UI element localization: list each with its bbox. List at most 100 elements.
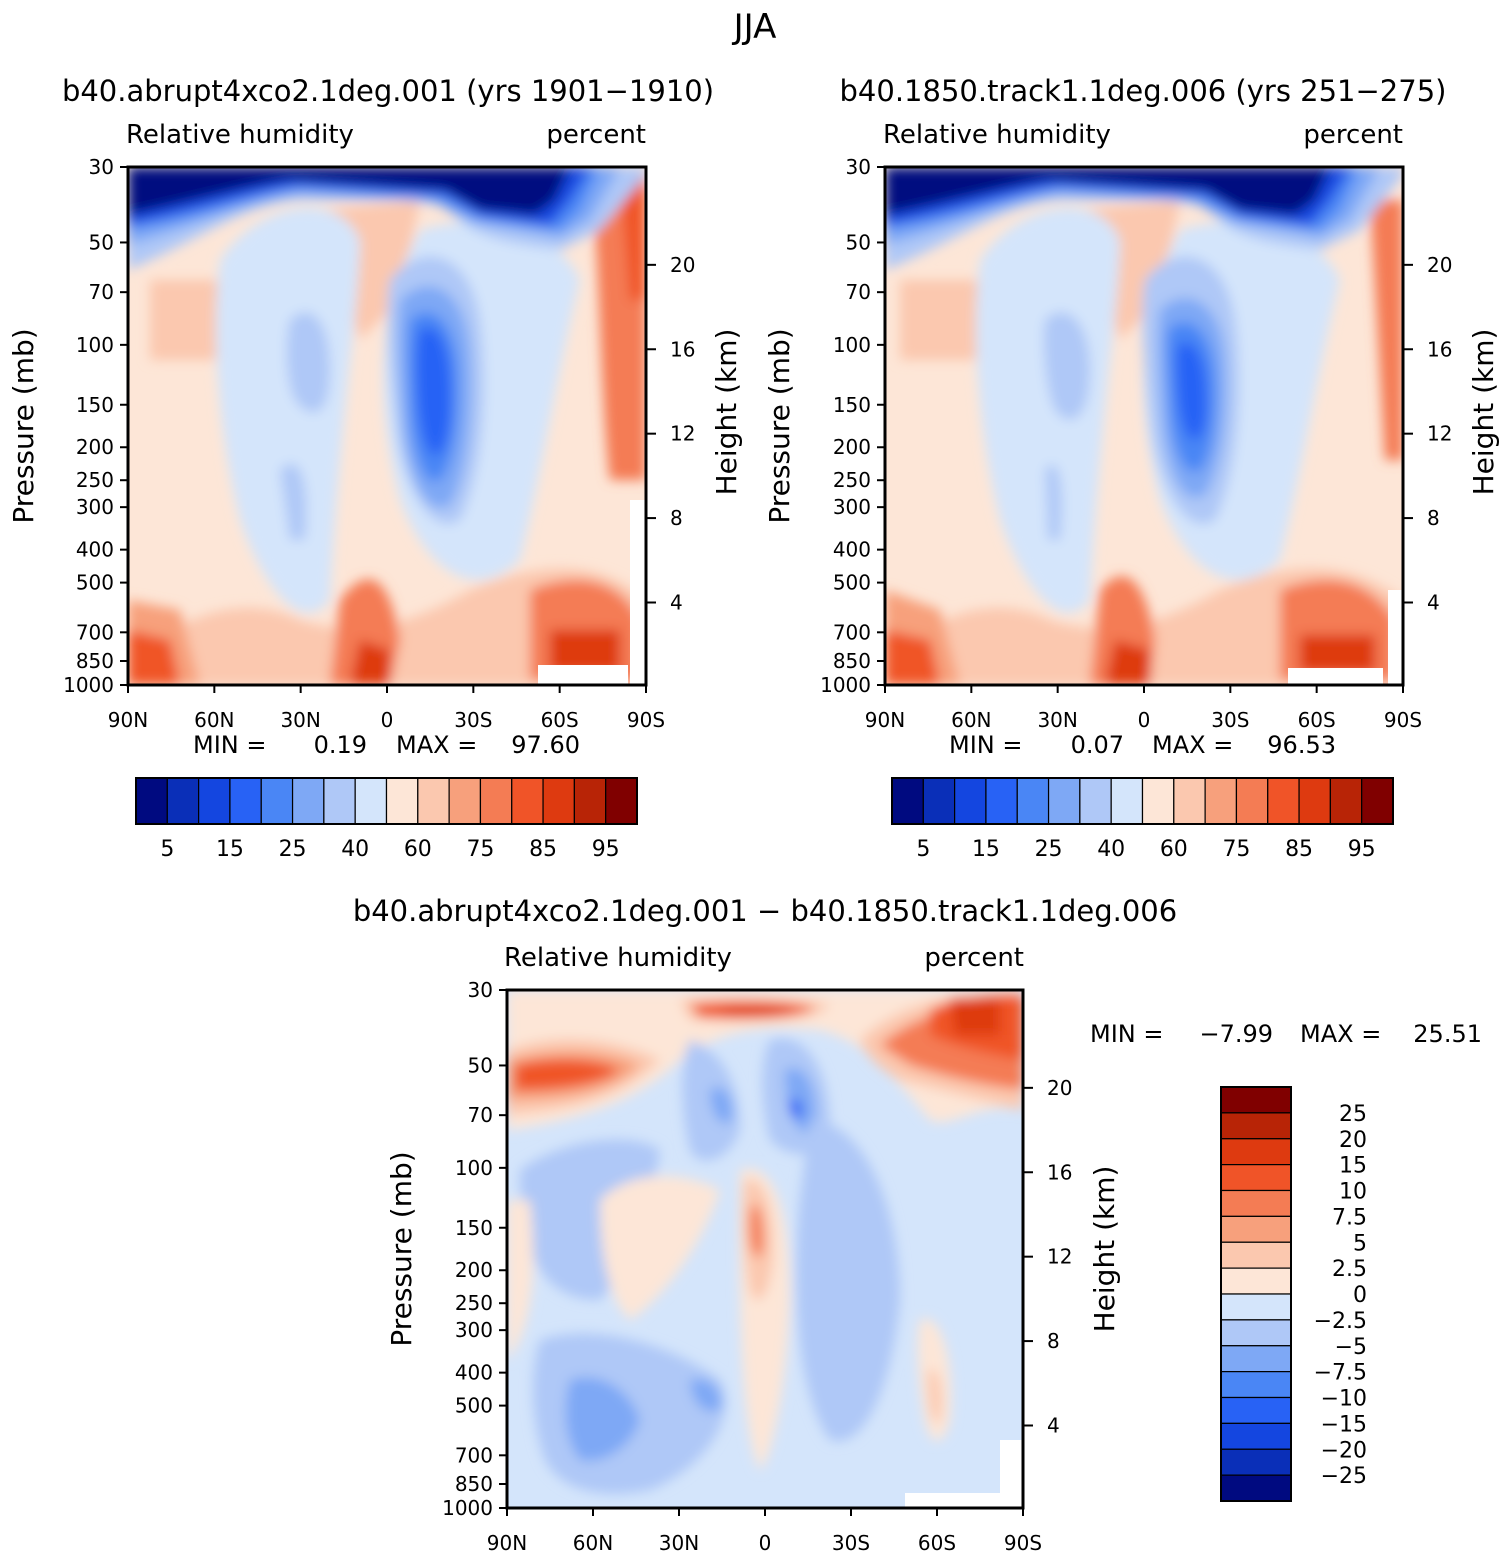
y-tick-label: 850 <box>76 649 114 673</box>
colorbar-swatch <box>448 777 482 825</box>
panel-track1: b40.1850.track1.1deg.006 (yrs 251−275) R… <box>763 74 1500 862</box>
y2-tick-label: 20 <box>1047 1076 1072 1100</box>
colorbar-swatch <box>1361 777 1394 825</box>
colorbar-label: 75 <box>1222 837 1250 862</box>
colorbar-swatch <box>1047 777 1081 825</box>
colorbar-swatch <box>1220 1422 1292 1450</box>
colorbar-swatch <box>1220 1086 1292 1114</box>
axis-ticks: 90N 60N 30N 0 30S 60S 90S 30 50 70 100 150 200 250 300… <box>820 155 1452 732</box>
colorbar-label: 85 <box>529 837 557 862</box>
y2-tick-label: 16 <box>1047 1160 1072 1184</box>
x-tick-label: 60N <box>194 708 234 732</box>
x-tick-label: 30S <box>1211 708 1249 732</box>
y-tick-label: 1000 <box>63 673 114 697</box>
max-value: 25.51 <box>1413 1020 1482 1048</box>
colorbar-label: 85 <box>1285 837 1313 862</box>
contour-field <box>507 990 1023 1508</box>
y-tick-label: 850 <box>833 649 871 673</box>
x-tick-label: 30S <box>832 1531 870 1555</box>
y-tick-label: 150 <box>76 393 114 417</box>
y-tick-label: 70 <box>89 280 114 304</box>
x-tick-label: 30N <box>1037 708 1077 732</box>
colorbar-swatch <box>1267 777 1300 825</box>
colorbar-swatch <box>1329 777 1363 825</box>
colorbar-swatch <box>1220 1241 1292 1269</box>
colorbar-swatch <box>1235 777 1269 825</box>
y-tick-label: 300 <box>833 495 871 519</box>
colorbar-label: 25 <box>279 837 307 862</box>
colorbar-label: −25 <box>1321 1464 1367 1489</box>
x-tick-label: 0 <box>381 708 394 732</box>
y-tick-label: 250 <box>76 468 114 492</box>
panel-abrupt4xco2: b40.abrupt4xco2.1deg.001 (yrs 1901−1910)… <box>7 74 743 862</box>
x-tick-label: 60S <box>918 1531 956 1555</box>
max-value: 97.60 <box>511 731 580 759</box>
colorbar-swatch <box>1220 1164 1292 1192</box>
panel-title: b40.1850.track1.1deg.006 (yrs 251−275) <box>840 74 1447 108</box>
y2-tick-label: 8 <box>670 506 683 530</box>
x-tick-label: 30N <box>280 708 320 732</box>
panel-left-label: Relative humidity <box>883 120 1111 150</box>
figure-title: JJA <box>732 7 777 47</box>
colorbar-swatch <box>1220 1371 1292 1399</box>
panel-title: b40.abrupt4xco2.1deg.001 (yrs 1901−1910) <box>62 74 714 108</box>
x-tick-label: 90S <box>627 708 665 732</box>
colorbar-label: 0 <box>1353 1283 1367 1308</box>
colorbar-swatch <box>1220 1138 1292 1166</box>
colorbar-swatch <box>1110 777 1144 825</box>
y-tick-label: 200 <box>455 1258 493 1282</box>
min-value: 0.19 <box>314 731 367 759</box>
max-label: MAX = <box>396 731 477 759</box>
min-value: 0.07 <box>1071 731 1124 759</box>
max-label: MAX = <box>1152 731 1233 759</box>
colorbar-label: −15 <box>1321 1412 1367 1437</box>
y-tick-label: 50 <box>846 230 871 254</box>
colorbar-swatch <box>135 777 168 825</box>
min-label: MIN = <box>1090 1020 1163 1048</box>
colorbar-swatch <box>573 777 607 825</box>
colorbar-swatch <box>1220 1112 1292 1140</box>
colorbar-label: 25 <box>1035 837 1063 862</box>
max-label: MAX = <box>1300 1020 1381 1048</box>
min-label: MIN = <box>949 731 1022 759</box>
colorbar-swatch <box>417 777 450 825</box>
colorbar-swatch <box>1204 777 1238 825</box>
y-tick-label: 250 <box>833 468 871 492</box>
colorbar-label: 5 <box>916 837 930 862</box>
y-tick-label: 200 <box>76 435 114 459</box>
y-tick-label: 70 <box>846 280 871 304</box>
y-tick-label: 150 <box>455 1216 493 1240</box>
y-tick-label: 100 <box>833 333 871 357</box>
axis-ticks: 90N 60N 30N 0 30S 60S 90S 30 50 70 100 150 200 250 300… <box>442 978 1072 1555</box>
colorbar-label: 25 <box>1339 1102 1367 1127</box>
colorbar-swatch <box>1220 1267 1292 1295</box>
colorbar-swatch <box>922 777 956 825</box>
y-tick-label: 1000 <box>442 1496 493 1520</box>
y-tick-label: 500 <box>833 571 871 595</box>
colorbar: 5 15 25 40 60 75 85 95 <box>135 777 638 862</box>
colorbar-swatch <box>479 777 513 825</box>
colorbar-label: −10 <box>1321 1387 1367 1412</box>
colorbar-swatch <box>198 777 231 825</box>
colorbar-label: 95 <box>1348 837 1376 862</box>
colorbar-swatch <box>542 777 575 825</box>
max-value: 96.53 <box>1267 731 1336 759</box>
y2-tick-label: 16 <box>670 337 695 361</box>
x-tick-label: 30S <box>454 708 492 732</box>
x-tick-label: 90N <box>865 708 905 732</box>
colorbar-swatch <box>1220 1215 1292 1243</box>
colorbar-label: 60 <box>1160 837 1188 862</box>
x-tick-label: 60N <box>573 1531 613 1555</box>
colorbar-swatch <box>1220 1396 1292 1424</box>
y2-tick-label: 8 <box>1427 506 1440 530</box>
colorbar-swatch <box>354 777 388 825</box>
colorbar-swatch <box>385 777 419 825</box>
colorbar-label: 95 <box>592 837 620 862</box>
colorbar-swatch <box>891 777 924 825</box>
y-tick-label: 700 <box>833 620 871 644</box>
colorbar-label: 5 <box>160 837 174 862</box>
colorbar-label: −20 <box>1321 1438 1367 1463</box>
x-tick-label: 90S <box>1384 708 1422 732</box>
y-axis-title: Pressure (mb) <box>385 1151 418 1346</box>
y-tick-label: 500 <box>76 571 114 595</box>
